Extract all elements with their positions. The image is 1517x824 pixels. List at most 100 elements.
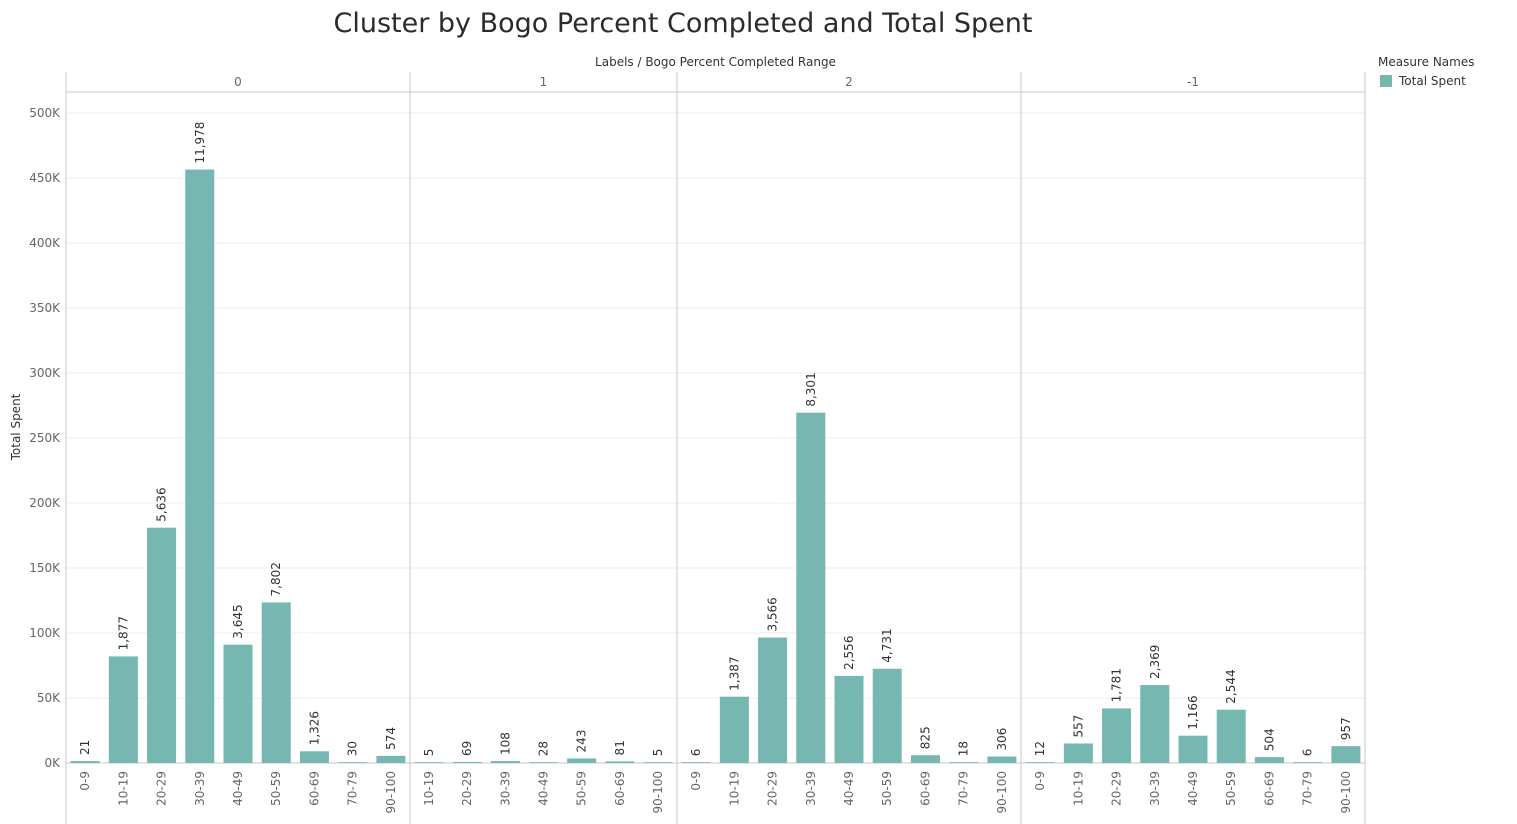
bar[interactable]	[1140, 685, 1170, 763]
bar[interactable]	[1293, 762, 1323, 763]
x-tick-label: 70-79	[346, 771, 360, 806]
x-tick-label: 70-79	[957, 771, 971, 806]
x-tick-label: 90-100	[1339, 771, 1353, 814]
y-tick-label: 300K	[29, 366, 61, 380]
panel-header: 2	[845, 75, 853, 89]
bar[interactable]	[1063, 743, 1093, 764]
data-label: 6	[1301, 749, 1315, 757]
panel-header: -1	[1187, 75, 1199, 89]
bar[interactable]	[529, 762, 558, 763]
bar[interactable]	[910, 755, 940, 763]
legend-title: Measure Names	[1378, 55, 1475, 69]
bar[interactable]	[1331, 746, 1361, 763]
data-label: 30	[346, 741, 360, 756]
bar[interactable]	[299, 751, 329, 763]
x-tick-label: 60-69	[1262, 771, 1276, 806]
x-tick-label: 40-49	[537, 771, 551, 806]
bar[interactable]	[147, 527, 177, 763]
bar[interactable]	[1254, 757, 1284, 763]
data-label: 81	[613, 740, 627, 755]
x-tick-label: 30-39	[193, 771, 207, 806]
x-tick-label: 20-29	[1110, 771, 1124, 806]
bar[interactable]	[567, 758, 597, 763]
bar[interactable]	[185, 169, 215, 764]
data-label: 957	[1339, 717, 1353, 740]
bar[interactable]	[834, 675, 864, 763]
data-label: 69	[460, 741, 474, 756]
data-label: 6	[689, 749, 703, 757]
data-labels: 21 1,877 5,636 11,978 3,645 7,802 1,326 30 574 5 6…	[78, 122, 1353, 757]
x-tick-label: 60-69	[307, 771, 321, 806]
x-tick-label: 60-69	[918, 771, 932, 806]
data-label: 2,369	[1148, 645, 1162, 679]
bar[interactable]	[796, 412, 826, 763]
y-tick-label: 450K	[29, 171, 61, 185]
bar[interactable]	[223, 644, 253, 763]
bar[interactable]	[758, 637, 788, 763]
data-label: 2,556	[842, 636, 856, 670]
legend-label: Total Spent	[1399, 74, 1466, 88]
legend-item-total-spent[interactable]: Total Spent	[1380, 74, 1474, 88]
bar[interactable]	[261, 602, 291, 763]
data-label: 1,166	[1186, 695, 1200, 729]
legend-swatch	[1380, 75, 1392, 87]
bar[interactable]	[681, 762, 711, 763]
bar[interactable]	[376, 755, 406, 763]
x-tick-label: 70-79	[1301, 771, 1315, 806]
bar[interactable]	[70, 761, 100, 763]
data-label: 1,877	[116, 616, 130, 650]
data-label: 504	[1262, 728, 1276, 751]
bar[interactable]	[1025, 762, 1055, 763]
data-label: 11,978	[193, 122, 207, 164]
x-tick-label: 0-9	[78, 771, 92, 791]
bar[interactable]	[872, 668, 902, 763]
bar[interactable]	[643, 762, 673, 763]
x-tick-label: 50-59	[269, 771, 283, 806]
x-tick-label: 40-49	[842, 771, 856, 806]
data-label: 8,301	[804, 372, 818, 406]
x-tick-label: 20-29	[155, 771, 169, 806]
x-tick-label: 30-39	[1148, 771, 1162, 806]
x-tick-label: 40-49	[1186, 771, 1200, 806]
x-tick-label: 60-69	[613, 771, 627, 806]
x-tick-label: 10-19	[422, 771, 436, 806]
bar[interactable]	[490, 761, 520, 763]
bar[interactable]	[414, 762, 444, 763]
x-tick-label: 90-100	[384, 771, 398, 814]
data-label: 1,781	[1110, 668, 1124, 702]
x-tick-label: 90-100	[995, 771, 1009, 814]
x-tick-label: 10-19	[116, 771, 130, 806]
bar[interactable]	[1102, 708, 1132, 763]
x-tick-label: 0-9	[689, 771, 703, 791]
bar[interactable]	[338, 762, 368, 763]
bar[interactable]	[1216, 709, 1246, 763]
bar[interactable]	[949, 762, 979, 763]
data-label: 108	[498, 732, 512, 755]
x-tick-label: 40-49	[231, 771, 245, 806]
axes: Labels / Bogo Percent Completed Range Tot…	[9, 55, 1366, 824]
x-tick-label: 30-39	[804, 771, 818, 806]
y-tick-label: 250K	[29, 431, 61, 445]
chart-title: Cluster by Bogo Percent Completed and To…	[333, 8, 1033, 39]
x-tick-label: 50-59	[575, 771, 589, 806]
data-label: 28	[537, 741, 551, 756]
x-tick-label: 90-100	[651, 771, 665, 814]
y-tick-label: 0K	[44, 756, 61, 770]
gridlines	[66, 112, 1365, 764]
data-label: 21	[78, 740, 92, 755]
panel-header: 1	[540, 75, 548, 89]
data-label: 18	[957, 741, 971, 756]
y-tick-label: 100K	[29, 626, 61, 640]
bar[interactable]	[1178, 735, 1208, 763]
data-label: 1,326	[307, 711, 321, 745]
data-label: 4,731	[880, 628, 894, 662]
chart-svg: Labels / Bogo Percent Completed Range Tot…	[9, 55, 1366, 824]
data-label: 2,544	[1224, 669, 1238, 703]
bar[interactable]	[719, 696, 749, 763]
bar[interactable]	[452, 761, 482, 763]
bar[interactable]	[987, 756, 1017, 764]
data-label: 3,645	[231, 604, 245, 638]
data-label: 1,387	[727, 656, 741, 690]
bar[interactable]	[605, 761, 635, 763]
bar[interactable]	[108, 656, 138, 763]
